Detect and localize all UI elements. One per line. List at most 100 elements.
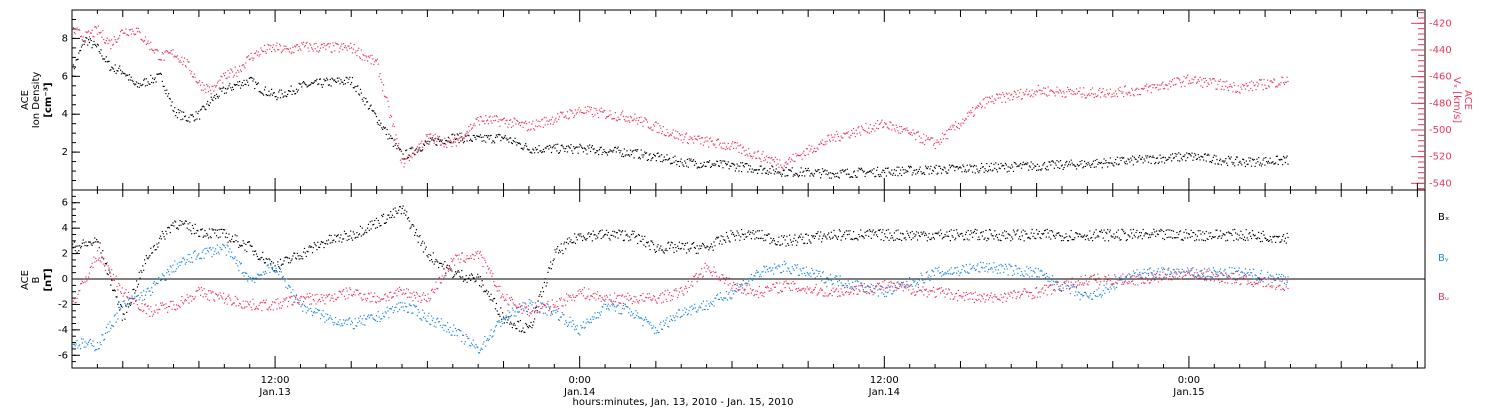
- by-series-point: [489, 339, 490, 340]
- vx-series-point: [1048, 86, 1049, 87]
- bx-series-point: [984, 237, 985, 238]
- vx-series-point: [1115, 90, 1116, 91]
- vx-series-point: [1273, 78, 1274, 79]
- density-series-point: [240, 88, 241, 89]
- bx-series-point: [204, 230, 205, 231]
- vx-series-point: [1262, 84, 1263, 85]
- density-series-point: [928, 166, 929, 167]
- by-series-point: [335, 317, 336, 318]
- bx-series-point: [937, 233, 938, 234]
- vx-series-point: [524, 123, 525, 124]
- vx-series-point: [847, 133, 848, 134]
- bx-series-point: [1051, 230, 1052, 231]
- bx-series-point: [1035, 238, 1036, 239]
- density-series-point: [641, 149, 642, 150]
- density-series-point: [637, 149, 638, 150]
- vx-series-point: [1117, 96, 1118, 97]
- bx-series-point: [713, 250, 714, 251]
- bx-series-point: [1103, 238, 1104, 239]
- bx-series-point: [326, 240, 327, 241]
- bx-series-point: [1127, 239, 1128, 240]
- bx-series-point: [1093, 234, 1094, 235]
- vx-series-point: [411, 155, 412, 156]
- density-series-point: [924, 174, 925, 175]
- by-series-point: [480, 349, 481, 350]
- vx-series-point: [601, 108, 602, 109]
- vx-series-point: [115, 39, 116, 40]
- density-series-point: [444, 143, 445, 144]
- bx-series-point: [283, 264, 284, 265]
- vx-series-point: [840, 140, 841, 141]
- vx-series-point: [1215, 80, 1216, 81]
- bx-series-point: [531, 327, 532, 328]
- vx-series-point: [753, 156, 754, 157]
- density-series-point: [865, 176, 866, 177]
- bx-series-point: [673, 247, 674, 248]
- vx-series-point: [156, 49, 157, 50]
- vx-series-point: [792, 160, 793, 161]
- bx-series-point: [347, 236, 348, 237]
- bx-series-point: [906, 231, 907, 232]
- density-series-point: [1035, 166, 1036, 167]
- bx-series-point: [1123, 231, 1124, 232]
- density-series-point: [470, 139, 471, 140]
- bx-series-point: [975, 229, 976, 230]
- by-series-point: [447, 322, 448, 323]
- bx-series-point: [1151, 232, 1152, 233]
- bx-series-point: [839, 229, 840, 230]
- density-series-point: [770, 173, 771, 174]
- density-series-point: [522, 149, 523, 150]
- bx-series-point: [589, 236, 590, 237]
- by-series-point: [298, 300, 299, 301]
- density-series-point: [301, 86, 302, 87]
- vx-series-point: [915, 139, 916, 140]
- bx-series-point: [741, 229, 742, 230]
- bx-series-point: [150, 248, 151, 249]
- density-series-point: [369, 108, 370, 109]
- vx-series-point: [76, 28, 77, 29]
- bx-series-point: [1180, 230, 1181, 231]
- vx-series-point: [263, 51, 264, 52]
- bx-series-point: [1049, 230, 1050, 231]
- bx-series-point: [684, 245, 685, 246]
- bx-series-point: [1055, 238, 1056, 239]
- density-series-point: [949, 165, 950, 166]
- vx-series-point: [814, 148, 815, 149]
- density-series-point: [744, 166, 745, 167]
- bx-series-point: [1118, 230, 1119, 231]
- bx-series-point: [91, 243, 92, 244]
- vx-series-point: [800, 155, 801, 156]
- by-series-point: [402, 302, 403, 303]
- vx-series-point: [97, 34, 98, 35]
- density-series-point: [928, 173, 929, 174]
- vx-series-point: [323, 43, 324, 44]
- density-series-point: [873, 168, 874, 169]
- by-series-point: [408, 312, 409, 313]
- bx-series-point: [244, 250, 245, 251]
- vx-series-point: [95, 26, 96, 27]
- density-series-point: [1092, 163, 1093, 164]
- by-series-point: [243, 272, 244, 273]
- vx-series-point: [595, 108, 596, 109]
- bx-series-point: [102, 250, 103, 251]
- density-series-point: [621, 156, 622, 157]
- bx-series-point: [373, 224, 374, 225]
- vx-series-point: [111, 39, 112, 40]
- bx-series-point: [1131, 232, 1132, 233]
- vx-series-point: [490, 116, 491, 117]
- bx-series-point: [678, 248, 679, 249]
- vx-series-point: [1134, 95, 1135, 96]
- vx-series-point: [534, 129, 535, 130]
- vx-series-point: [1138, 89, 1139, 90]
- density-series-point: [1154, 163, 1155, 164]
- vx-series-point: [119, 35, 120, 36]
- vx-series-point: [1040, 90, 1041, 91]
- by-series-point: [190, 262, 191, 263]
- bx-series-point: [751, 238, 752, 239]
- density-series-point: [115, 64, 116, 65]
- bx-series-point: [375, 228, 376, 229]
- by-series-point: [264, 274, 265, 275]
- bx-series-point: [376, 218, 377, 219]
- density-series-point: [538, 152, 539, 153]
- bx-series-point: [737, 232, 738, 233]
